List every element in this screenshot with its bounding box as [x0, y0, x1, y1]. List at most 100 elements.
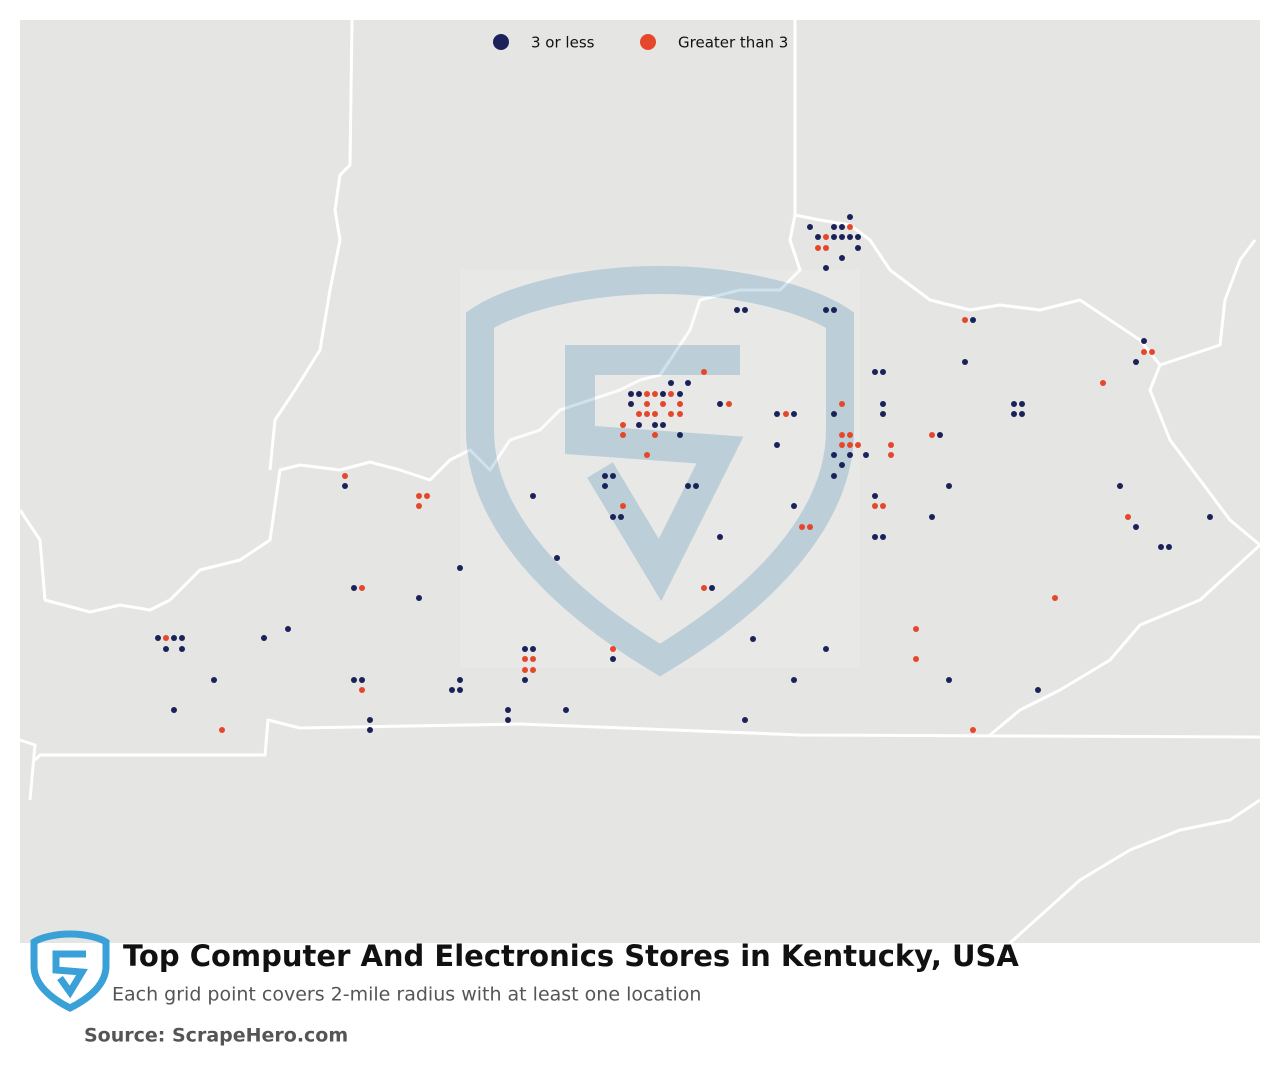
store-point [171, 635, 177, 641]
store-point [929, 514, 935, 520]
store-point [791, 503, 797, 509]
store-point [685, 380, 691, 386]
store-point [872, 369, 878, 375]
store-point [171, 707, 177, 713]
store-point [628, 401, 634, 407]
store-point [163, 635, 169, 641]
store-point [530, 646, 536, 652]
store-point [610, 646, 616, 652]
map-background [20, 20, 1260, 943]
store-point [946, 483, 952, 489]
store-point [970, 727, 976, 733]
store-point [522, 656, 528, 662]
store-point [618, 514, 624, 520]
store-point [342, 473, 348, 479]
store-point [1141, 349, 1147, 355]
store-point [602, 473, 608, 479]
store-point [1019, 411, 1025, 417]
store-point [505, 717, 511, 723]
store-point [522, 677, 528, 683]
store-point [855, 245, 861, 251]
store-point [880, 401, 886, 407]
legend-label: Greater than 3 [678, 34, 788, 52]
logo [30, 930, 110, 1012]
store-point [530, 667, 536, 673]
store-point [774, 442, 780, 448]
store-point [1166, 544, 1172, 550]
store-point [367, 727, 373, 733]
store-point [522, 646, 528, 652]
store-point [831, 452, 837, 458]
store-point [831, 473, 837, 479]
store-point [367, 717, 373, 723]
store-point [1011, 401, 1017, 407]
store-point [668, 411, 674, 417]
store-point [685, 483, 691, 489]
store-point [219, 727, 225, 733]
store-point [847, 234, 853, 240]
store-point [717, 401, 723, 407]
store-point [863, 452, 869, 458]
store-point [636, 422, 642, 428]
store-point [872, 503, 878, 509]
store-point [668, 380, 674, 386]
watermark-logo [460, 265, 860, 677]
store-point [457, 677, 463, 683]
store-point [351, 585, 357, 591]
store-point [644, 452, 650, 458]
source: Source: ScrapeHero.com [84, 1025, 348, 1047]
store-point [1149, 349, 1155, 355]
store-point [855, 234, 861, 240]
store-point [530, 493, 536, 499]
store-point [693, 483, 699, 489]
store-point [831, 411, 837, 417]
store-point [962, 317, 968, 323]
store-point [342, 483, 348, 489]
subtitle: Each grid point covers 2-mile radius wit… [112, 984, 701, 1006]
store-point [815, 245, 821, 251]
store-point [359, 585, 365, 591]
store-point [610, 473, 616, 479]
store-point [424, 493, 430, 499]
store-point [457, 687, 463, 693]
store-point [839, 462, 845, 468]
store-point [946, 677, 952, 683]
store-point [636, 391, 642, 397]
store-point [847, 442, 853, 448]
store-point [1133, 359, 1139, 365]
legend-label: 3 or less [531, 34, 595, 52]
store-point [1158, 544, 1164, 550]
store-point [823, 234, 829, 240]
store-point [644, 401, 650, 407]
store-point [652, 432, 658, 438]
store-point [839, 401, 845, 407]
store-point [791, 677, 797, 683]
store-points [155, 214, 1213, 733]
store-point [416, 595, 422, 601]
store-point [847, 432, 853, 438]
store-point [652, 391, 658, 397]
store-point [644, 411, 650, 417]
store-point [652, 411, 658, 417]
store-point [831, 224, 837, 230]
store-point [179, 635, 185, 641]
store-point [449, 687, 455, 693]
store-point [610, 514, 616, 520]
store-point [831, 234, 837, 240]
store-point [677, 432, 683, 438]
store-point [359, 677, 365, 683]
store-point [660, 391, 666, 397]
store-point [823, 245, 829, 251]
store-point [1019, 401, 1025, 407]
store-point [644, 391, 650, 397]
store-point [660, 422, 666, 428]
store-point [807, 524, 813, 530]
store-point [610, 656, 616, 662]
store-point [855, 442, 861, 448]
store-point [416, 493, 422, 499]
store-point [815, 234, 821, 240]
store-point [839, 224, 845, 230]
store-point [620, 432, 626, 438]
store-point [701, 585, 707, 591]
